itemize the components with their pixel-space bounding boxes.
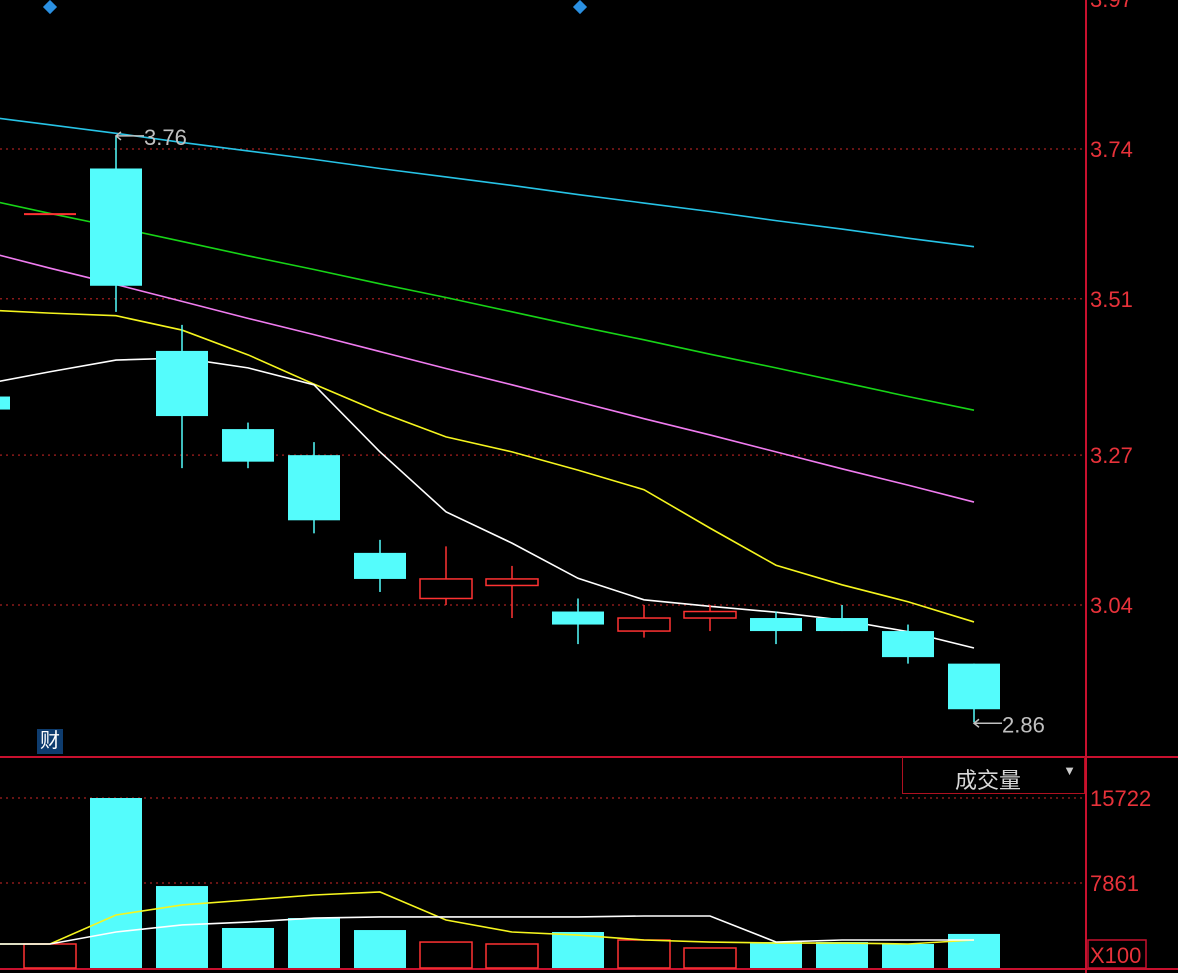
volume-tick-label: 7861: [1090, 871, 1139, 896]
volume-bar: [816, 942, 868, 968]
volume-ma-line-white: [0, 915, 974, 945]
volume-bar: [23, 943, 77, 969]
price-ma-line-yellow: [0, 309, 975, 623]
high-arrow-icon: [114, 131, 144, 141]
chevron-down-icon: ▼: [1063, 763, 1076, 778]
volume-bar: [354, 930, 406, 968]
event-marker-icon: [572, 0, 588, 15]
price-tick-label: 3.04: [1090, 593, 1133, 618]
volume-bar: [882, 943, 934, 968]
candle-body: [882, 631, 934, 658]
candle-body: [617, 617, 671, 632]
low-arrow-icon: [972, 718, 1002, 728]
volume-tick-label: 15722: [1090, 786, 1151, 811]
unit-label-box: [1087, 939, 1147, 969]
candle-body: [90, 168, 142, 286]
price-tick-label: 3.51: [1090, 287, 1133, 312]
candle-body: [419, 578, 473, 600]
high-price-label: 3.76: [144, 125, 187, 150]
candle-body: [222, 429, 274, 462]
candle-body: [683, 610, 737, 619]
finance-badge[interactable]: 财: [37, 729, 63, 754]
volume-bar: [750, 942, 802, 968]
volume-ma-line-yellow: [0, 891, 975, 945]
volume-bar: [552, 931, 604, 968]
volume-indicator-label: 成交量: [955, 768, 1022, 793]
volume-indicator-dropdown[interactable]: 成交量 ▼: [902, 757, 1085, 794]
candle-body: [750, 618, 802, 632]
candle-body: [948, 663, 1000, 710]
price-tick-label: 3.74: [1090, 137, 1133, 162]
price-ma-line-cyan: [0, 117, 975, 248]
candle-body: [0, 396, 10, 410]
volume-bar: [419, 941, 473, 969]
volume-bar: [90, 798, 142, 968]
candle-body: [552, 611, 604, 625]
volume-bar: [485, 943, 539, 969]
volume-bar: [948, 933, 1000, 968]
price-ma-line-white: [0, 357, 975, 649]
price-tick-label: 3.97: [1090, 0, 1133, 12]
volume-bar: [683, 947, 737, 969]
volume-bar: [617, 939, 671, 969]
candle-body: [485, 578, 539, 587]
low-price-label: 2.86: [1002, 712, 1045, 737]
candle-body: [156, 350, 208, 417]
volume-bar: [288, 918, 340, 968]
volume-unit-label: X100: [1090, 943, 1141, 968]
price-ma-line-green: [0, 201, 975, 411]
candle-body: [816, 618, 868, 632]
price-tick-label: 3.27: [1090, 443, 1133, 468]
price-ma-line-magenta: [0, 254, 975, 503]
candle-body: [288, 455, 340, 521]
candle-body: [354, 552, 406, 579]
event-marker-icon: [42, 0, 58, 15]
volume-bar: [222, 927, 274, 968]
